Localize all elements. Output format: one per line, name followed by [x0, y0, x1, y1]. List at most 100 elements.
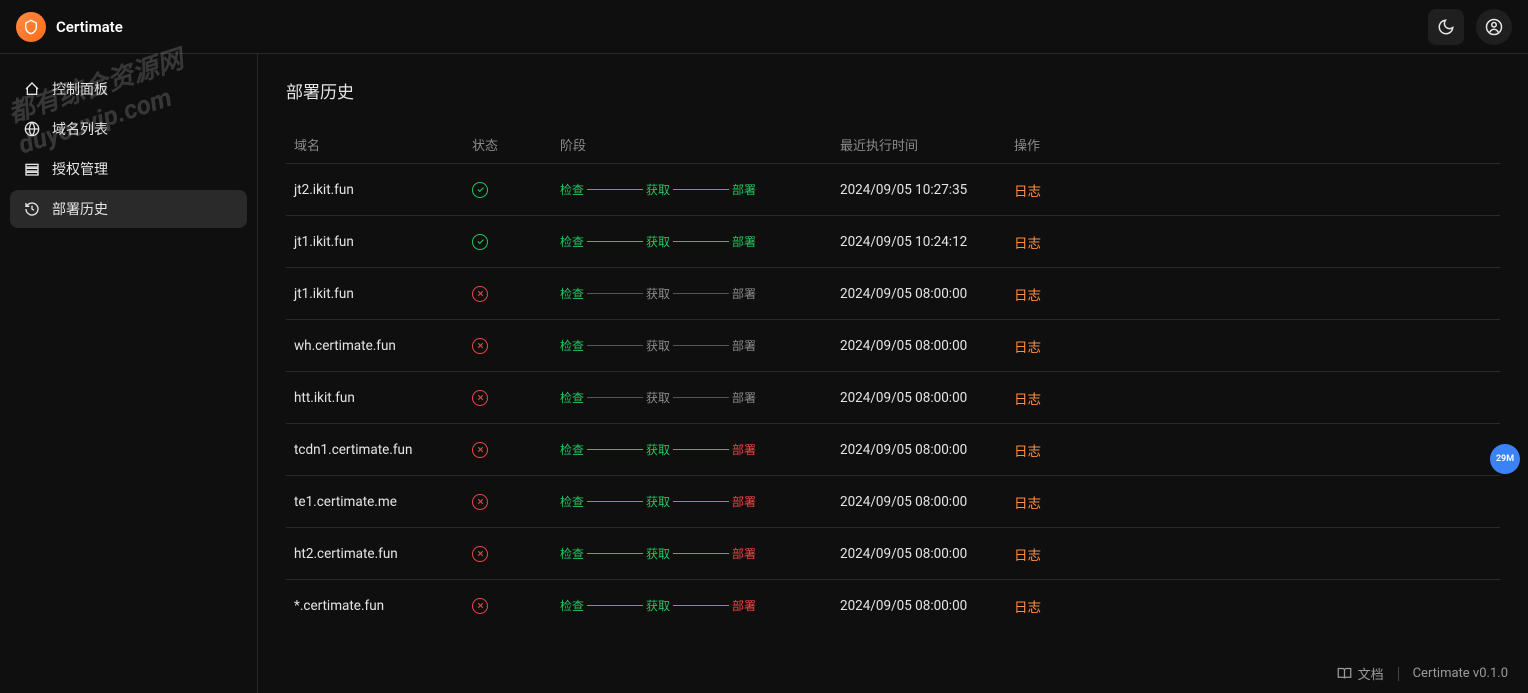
stage-deploy: 部署 — [732, 597, 756, 614]
history-icon — [24, 201, 40, 217]
brand-name: Certimate — [56, 18, 123, 36]
sidebar-item-label: 控制面板 — [52, 79, 108, 99]
cell-domain: tcdn1.certimate.fun — [294, 442, 472, 458]
sidebar-item-rows[interactable]: 授权管理 — [10, 150, 247, 188]
cell-domain: te1.certimate.me — [294, 494, 472, 510]
stage-bar — [673, 397, 729, 399]
stage-deploy: 部署 — [732, 233, 756, 250]
docs-link[interactable]: 文档 — [1337, 664, 1384, 683]
cell-status — [472, 390, 560, 406]
log-link[interactable]: 日志 — [1014, 184, 1041, 200]
col-header-stage: 阶段 — [560, 135, 840, 154]
table-row: jt1.ikit.fun检查获取部署2024/09/05 10:24:12日志 — [286, 215, 1500, 267]
cell-time: 2024/09/05 10:27:35 — [840, 182, 1014, 198]
cell-time: 2024/09/05 08:00:00 — [840, 598, 1014, 614]
x-circle-icon — [472, 546, 488, 562]
x-circle-icon — [472, 598, 488, 614]
book-icon — [1337, 666, 1352, 681]
check-circle-icon — [472, 182, 488, 198]
float-badge[interactable]: 29M — [1490, 444, 1520, 474]
cell-time: 2024/09/05 08:00:00 — [840, 442, 1014, 458]
sidebar-item-label: 域名列表 — [52, 119, 108, 139]
cell-domain: jt1.ikit.fun — [294, 234, 472, 250]
sidebar-item-history[interactable]: 部署历史 — [10, 190, 247, 228]
cell-stage: 检查获取部署 — [560, 597, 840, 614]
stage-deploy: 部署 — [732, 337, 756, 354]
log-link[interactable]: 日志 — [1014, 288, 1041, 304]
stage-acquire: 获取 — [646, 389, 670, 406]
stage-check: 检查 — [560, 441, 584, 458]
cell-stage: 检查 获取 部署 — [560, 493, 840, 510]
stage-bar — [587, 189, 643, 191]
check-circle-icon — [472, 234, 488, 250]
brand[interactable]: Certimate — [16, 12, 123, 42]
cell-status — [472, 234, 560, 250]
stage-bar — [587, 449, 643, 451]
stage-bar — [587, 293, 643, 295]
stage-deploy: 部署 — [732, 493, 756, 510]
stage-bar — [587, 345, 643, 347]
table-row: tcdn1.certimate.fun检查获取部署2024/09/05 08:0… — [286, 423, 1500, 475]
table-row: jt1.ikit.fun检查获取部署2024/09/05 08:00:00日志 — [286, 267, 1500, 319]
cell-action: 日志 — [1014, 336, 1492, 356]
version-label: Certimate v0.1.0 — [1413, 666, 1508, 681]
docs-label: 文档 — [1358, 664, 1384, 683]
table-row: te1.certimate.me 检查 获取 部署 2024/09/05 08:00:0… — [286, 475, 1500, 527]
x-circle-icon — [472, 494, 488, 510]
x-circle-icon — [472, 338, 488, 354]
cell-status — [472, 338, 560, 354]
col-header-action: 操作 — [1014, 135, 1492, 154]
log-link[interactable]: 日志 — [1014, 496, 1041, 512]
stage-acquire: 获取 — [646, 441, 670, 458]
cell-status — [472, 494, 560, 510]
stage-bar — [587, 605, 643, 607]
user-menu-button[interactable] — [1476, 9, 1512, 45]
stage-bar — [673, 293, 729, 295]
log-link[interactable]: 日志 — [1014, 340, 1041, 356]
sidebar-item-label: 授权管理 — [52, 159, 108, 179]
col-header-domain: 域名 — [294, 135, 472, 154]
history-table: 域名 状态 阶段 最近执行时间 操作 jt2.ikit.fun检查获取部署202… — [286, 125, 1500, 631]
cell-time: 2024/09/05 08:00:00 — [840, 338, 1014, 354]
log-link[interactable]: 日志 — [1014, 392, 1041, 408]
cell-action: 日志 — [1014, 284, 1492, 304]
table-row: *.certimate.fun检查获取部署2024/09/05 08:00:00… — [286, 579, 1500, 631]
col-header-status: 状态 — [472, 135, 560, 154]
stage-acquire: 获取 — [646, 337, 670, 354]
stage-bar — [673, 241, 729, 243]
stage-bar — [587, 501, 643, 503]
stage-bar — [673, 605, 729, 607]
stage-deploy: 部署 — [732, 389, 756, 406]
stage-acquire: 获取 — [646, 493, 670, 510]
cell-action: 日志 — [1014, 388, 1492, 408]
stage-check: 检查 — [560, 545, 584, 562]
globe-icon — [24, 121, 40, 137]
cell-status — [472, 546, 560, 562]
stage-bar — [673, 189, 729, 191]
stage-check: 检查 — [560, 285, 584, 302]
cell-time: 2024/09/05 08:00:00 — [840, 286, 1014, 302]
sidebar: 控制面板域名列表授权管理部署历史 — [0, 54, 258, 693]
log-link[interactable]: 日志 — [1014, 236, 1041, 252]
footer-divider — [1398, 667, 1399, 681]
theme-toggle-button[interactable] — [1428, 9, 1464, 45]
table-row: jt2.ikit.fun检查获取部署2024/09/05 10:27:35日志 — [286, 163, 1500, 215]
stage-check: 检查 — [560, 493, 584, 510]
x-circle-icon — [472, 390, 488, 406]
cell-domain: jt1.ikit.fun — [294, 286, 472, 302]
cell-time: 2024/09/05 10:24:12 — [840, 234, 1014, 250]
cell-time: 2024/09/05 08:00:00 — [840, 494, 1014, 510]
cell-action: 日志 — [1014, 440, 1492, 460]
sidebar-item-dashboard[interactable]: 控制面板 — [10, 70, 247, 108]
sidebar-item-globe[interactable]: 域名列表 — [10, 110, 247, 148]
log-link[interactable]: 日志 — [1014, 600, 1041, 616]
x-circle-icon — [472, 442, 488, 458]
stage-check: 检查 — [560, 233, 584, 250]
stage-deploy: 部署 — [732, 545, 756, 562]
main-content: 部署历史 域名 状态 阶段 最近执行时间 操作 jt2.ikit.fun检查获取… — [258, 54, 1528, 693]
cell-action: 日志 — [1014, 596, 1492, 616]
log-link[interactable]: 日志 — [1014, 548, 1041, 564]
stage-check: 检查 — [560, 337, 584, 354]
log-link[interactable]: 日志 — [1014, 444, 1041, 460]
footer: 文档 Certimate v0.1.0 — [1337, 664, 1508, 683]
